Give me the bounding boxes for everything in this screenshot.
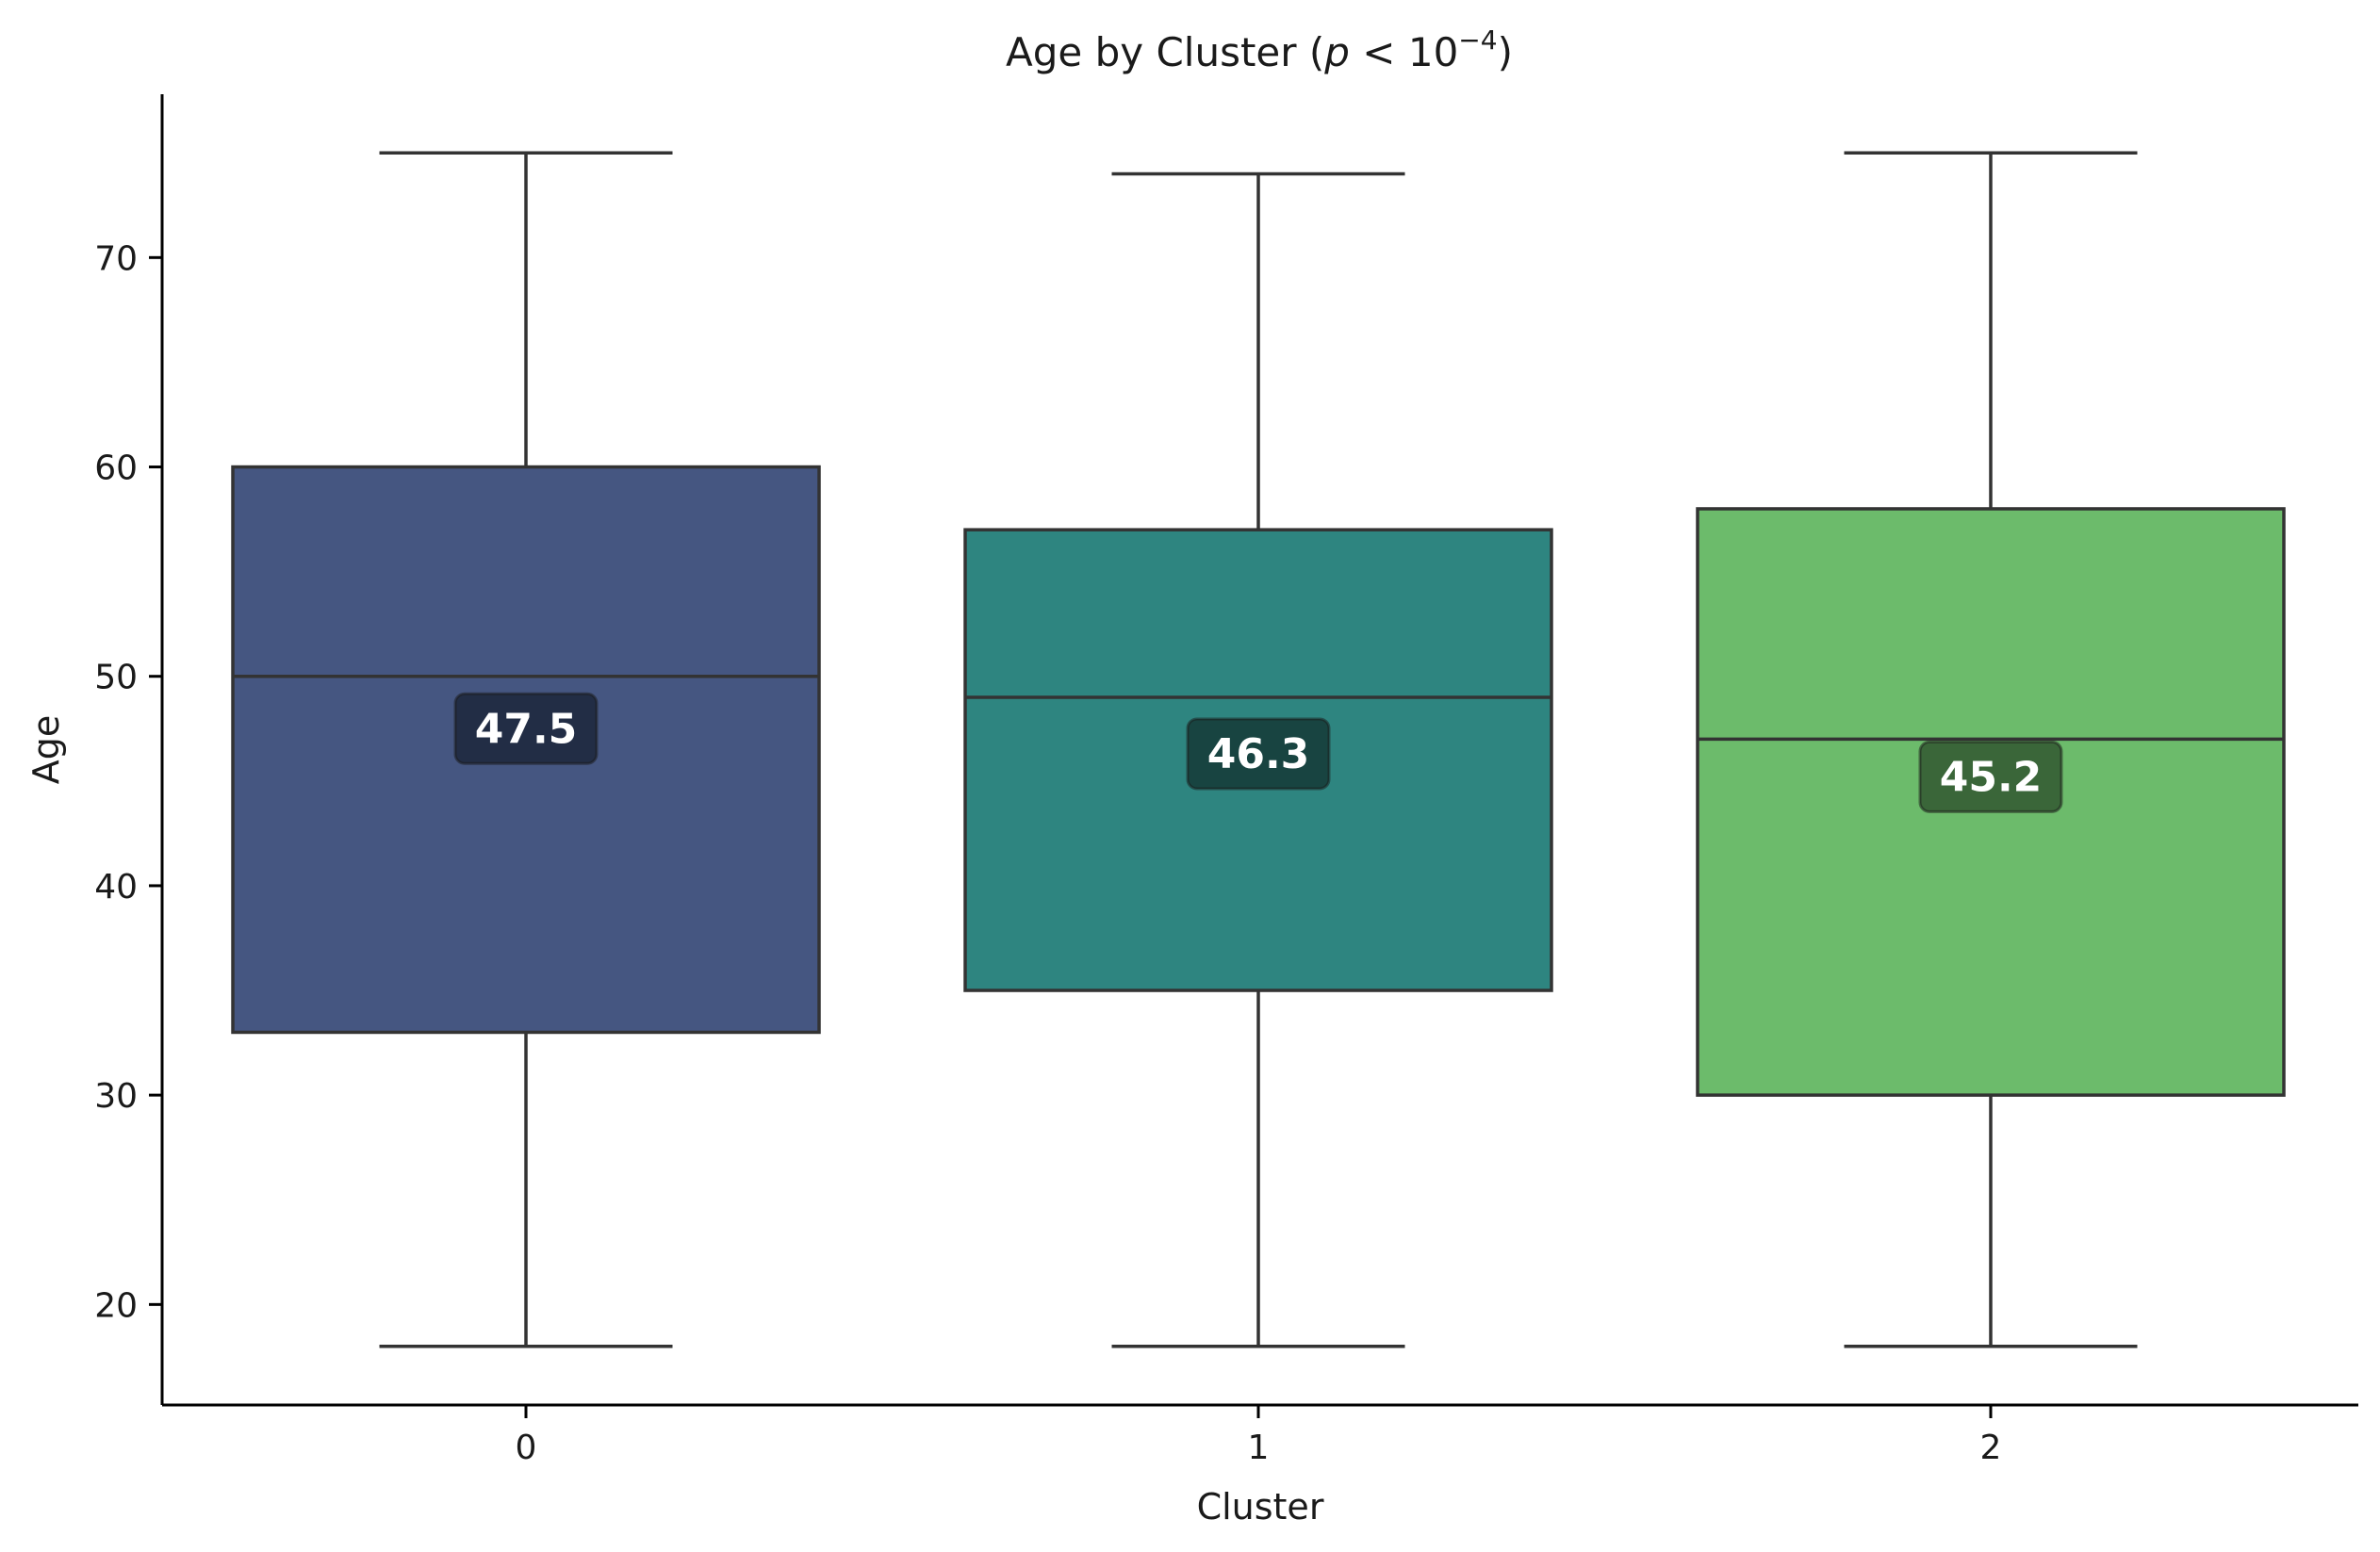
x-tick-label: 0	[516, 1429, 537, 1467]
y-axis-ticks: 20 30 40 50 60 70	[94, 239, 162, 1325]
box-cluster-2: 45.2	[1696, 151, 2286, 1348]
y-tick-label: 50	[94, 659, 138, 697]
y-axis-label: Age	[25, 715, 67, 785]
mean-label-background	[1918, 740, 2063, 813]
y-tick-label: 70	[94, 239, 138, 278]
chart-title-suffix: )	[1498, 29, 1513, 75]
x-axis-ticks: 0 1 2	[516, 1405, 2002, 1467]
chart-title-relation: < 10	[1350, 29, 1458, 75]
mean-label: 45.2	[1940, 753, 2043, 801]
y-tick-label: 60	[94, 449, 138, 488]
mean-label-background	[453, 692, 599, 765]
x-tick-label: 1	[1248, 1429, 1270, 1467]
y-tick-label: 40	[94, 868, 138, 907]
plot-area: 47.5 46.3 45.2	[231, 151, 2286, 1348]
chart-title-p-symbol: p	[1323, 29, 1350, 75]
mean-label: 47.5	[475, 705, 578, 753]
y-tick-label: 30	[94, 1077, 138, 1116]
box-cluster-1: 46.3	[963, 172, 1553, 1348]
box-cluster-0: 47.5	[231, 151, 821, 1348]
x-tick-label: 2	[1980, 1429, 2002, 1467]
chart-title-exponent: −4	[1458, 25, 1497, 56]
mean-label: 46.3	[1207, 730, 1310, 778]
x-axis-label: Cluster	[1197, 1486, 1324, 1527]
y-tick-label: 20	[94, 1286, 138, 1325]
chart-title: Age by Cluster (p < 10−4)	[1006, 25, 1513, 75]
chart-title-prefix: Age by Cluster (	[1006, 29, 1324, 75]
mean-label-background	[1186, 717, 1331, 791]
